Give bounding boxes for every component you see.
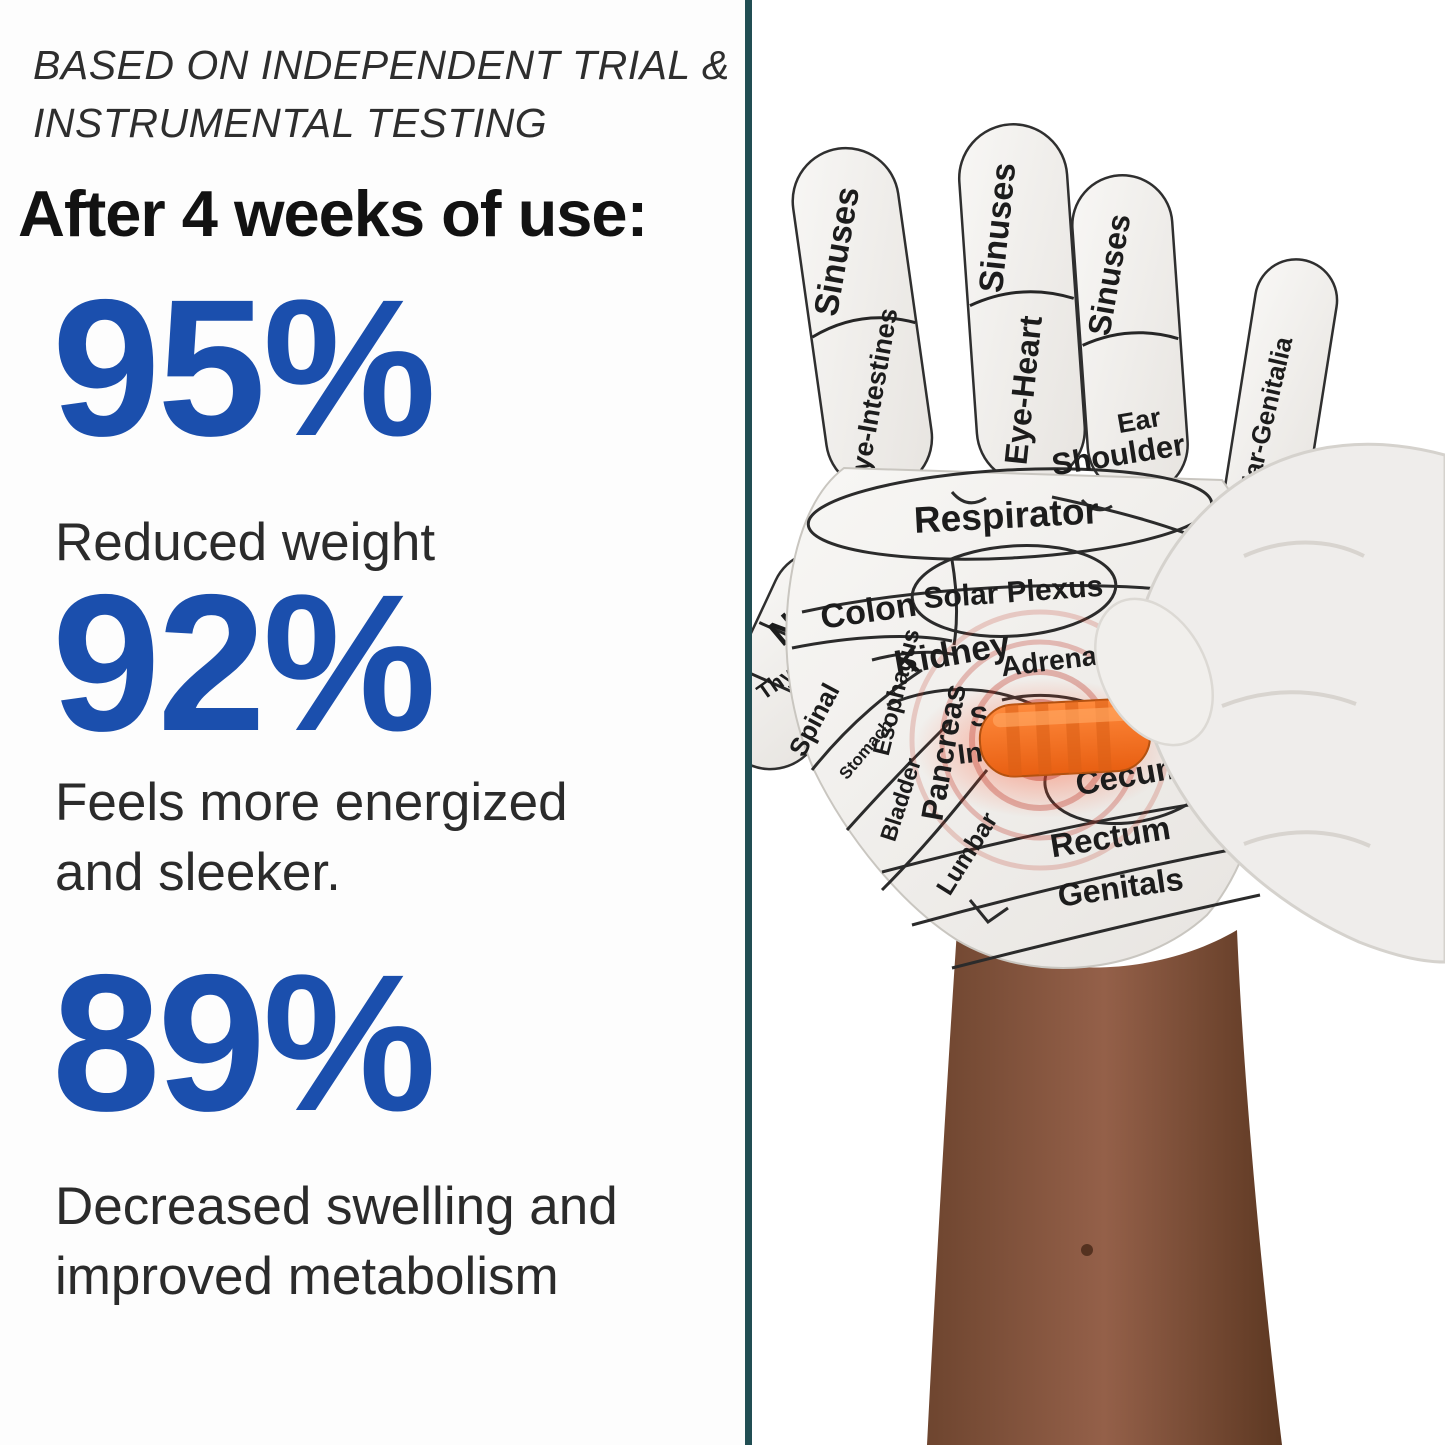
pressing-hand-creases — [1221, 540, 1371, 848]
stats-panel: BASED ON INDEPENDENT TRIAL & INSTRUMENTA… — [18, 36, 733, 1312]
disclaimer-line-1: BASED ON INDEPENDENT TRIAL & — [33, 42, 730, 88]
stat-desc-line: improved metabolism — [55, 1247, 559, 1306]
disclaimer-line-2: INSTRUMENTAL TESTING — [33, 100, 548, 146]
index-finger: Sinuses Eye-Intestines — [791, 146, 934, 493]
photo-panel: Sinuses Eye-Intestines Sinuses Eye-Heart… — [716, 0, 1445, 1445]
reflexology-glove-photo: Sinuses Eye-Intestines Sinuses Eye-Heart… — [716, 123, 1445, 1445]
stat-value-95: 95% — [52, 259, 436, 477]
ring-finger: Sinuses Ear — [1071, 174, 1189, 496]
forearm — [927, 930, 1282, 1445]
massage-tool — [978, 698, 1151, 778]
stat-desc-line: Decreased swelling and — [55, 1177, 618, 1236]
stat-value-92: 92% — [52, 554, 436, 772]
middle-finger: Sinuses Eye-Heart — [957, 123, 1087, 485]
stat-desc-line: and sleeker. — [55, 843, 341, 902]
label-respirator: Respirator — [913, 490, 1100, 541]
stat-desc-89: Decreased swelling and improved metaboli… — [55, 1172, 618, 1312]
stat-desc-92: Feels more energized and sleeker. — [55, 768, 568, 908]
forearm-mole — [1081, 1244, 1093, 1256]
stat-desc-line: Feels more energized — [55, 773, 568, 832]
forearm-skin — [927, 930, 1282, 1445]
disclaimer: BASED ON INDEPENDENT TRIAL & INSTRUMENTA… — [33, 36, 733, 152]
pressing-thumb — [1094, 597, 1214, 747]
pressing-hand — [1094, 442, 1445, 964]
heading: After 4 weeks of use: — [18, 177, 648, 250]
stat-desc-line: Reduced weight — [55, 513, 436, 572]
vertical-divider — [745, 0, 752, 1445]
stat-desc-95: Reduced weight — [55, 508, 435, 578]
stat-value-89: 89% — [52, 934, 436, 1152]
